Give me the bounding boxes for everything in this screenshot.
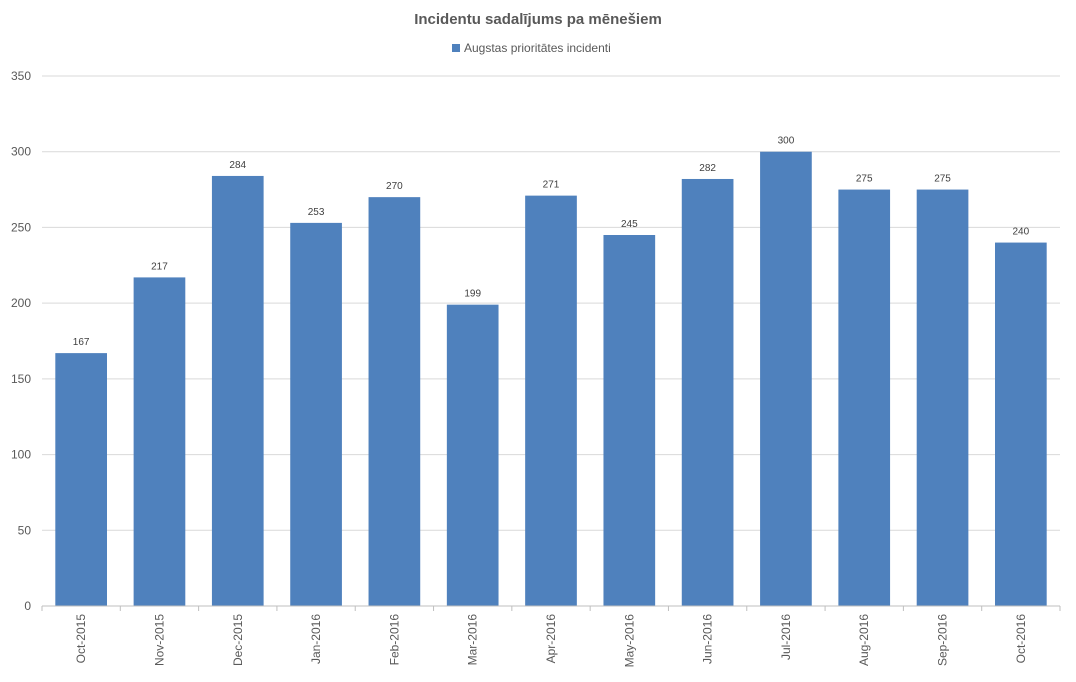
bar [368,197,421,606]
bar [133,277,186,606]
x-tick-label: Aug-2016 [857,614,871,666]
data-label: 199 [464,289,481,300]
y-tick-label: 250 [11,220,31,234]
data-label: 300 [778,136,795,147]
legend-swatch [452,44,460,52]
data-label: 245 [621,219,638,230]
chart-title: Incidentu sadalījums pa mēnešiem [414,11,662,28]
x-tick-label: Dec-2015 [231,614,245,666]
data-labels: 167 217 284 253 270 199 271 245 282 300 275 275 240 [73,136,1030,348]
y-tick-label: 0 [24,599,31,613]
y-axis-ticks: 0 50 100 150 200 250 300 350 [11,69,31,613]
data-label: 253 [308,207,325,218]
y-tick-label: 200 [11,296,31,310]
bar [211,175,264,606]
x-tick-label: Apr-2016 [544,614,558,664]
bar [525,195,577,606]
x-tick-label: Mar-2016 [466,614,480,666]
data-label: 240 [1013,227,1030,238]
y-tick-label: 350 [11,69,31,83]
data-label: 271 [543,180,560,191]
y-tick-label: 300 [11,145,31,159]
bar [916,189,969,607]
x-tick-label: Sep-2016 [936,614,950,666]
bar [446,304,499,606]
x-tick-label: Oct-2015 [74,614,88,664]
bars [55,151,1047,607]
data-label: 275 [856,174,873,185]
bar [760,151,812,606]
data-label: 282 [699,163,716,174]
x-tick-label: Nov-2015 [152,614,166,666]
y-tick-label: 50 [18,523,32,537]
x-tick-label: Jun-2016 [701,614,715,664]
bar [681,178,734,606]
y-tick-label: 100 [11,448,31,462]
bar [55,353,107,606]
data-label: 167 [73,337,90,348]
x-tick-label: May-2016 [622,614,636,668]
x-tick-label: Jul-2016 [779,614,793,660]
legend-label: Augstas prioritātes incidenti [464,41,611,55]
data-label: 275 [934,174,951,185]
bar [838,189,891,607]
bar [995,242,1047,607]
y-tick-label: 150 [11,372,31,386]
data-label: 270 [386,181,403,192]
x-tick-label: Jan-2016 [309,614,323,664]
x-tick-label: Oct-2016 [1014,614,1028,664]
bar [290,222,342,606]
bar [603,235,656,606]
legend: Augstas prioritātes incidenti [452,41,611,55]
x-axis-ticks: Oct-2015 Nov-2015 Dec-2015 Jan-2016 Feb-2016… [41,606,1061,668]
x-tick-label: Feb-2016 [387,614,401,666]
data-label: 217 [151,261,168,272]
data-label: 284 [229,160,246,171]
